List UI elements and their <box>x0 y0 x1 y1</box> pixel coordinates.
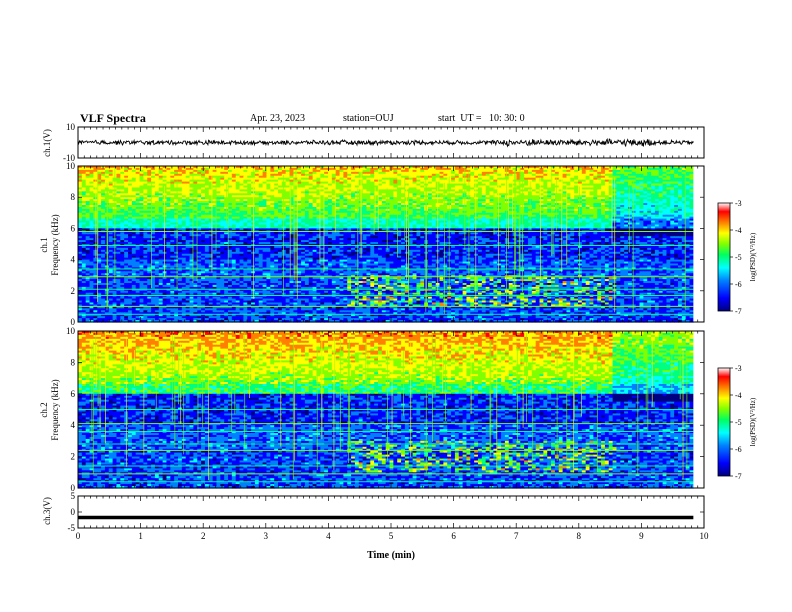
vlf-figure: 0 1 2 3 4 5 6 7 8 9 1010-100246810024681050-5 ch.1… <box>0 0 792 612</box>
ch1-spectrogram <box>78 166 704 323</box>
